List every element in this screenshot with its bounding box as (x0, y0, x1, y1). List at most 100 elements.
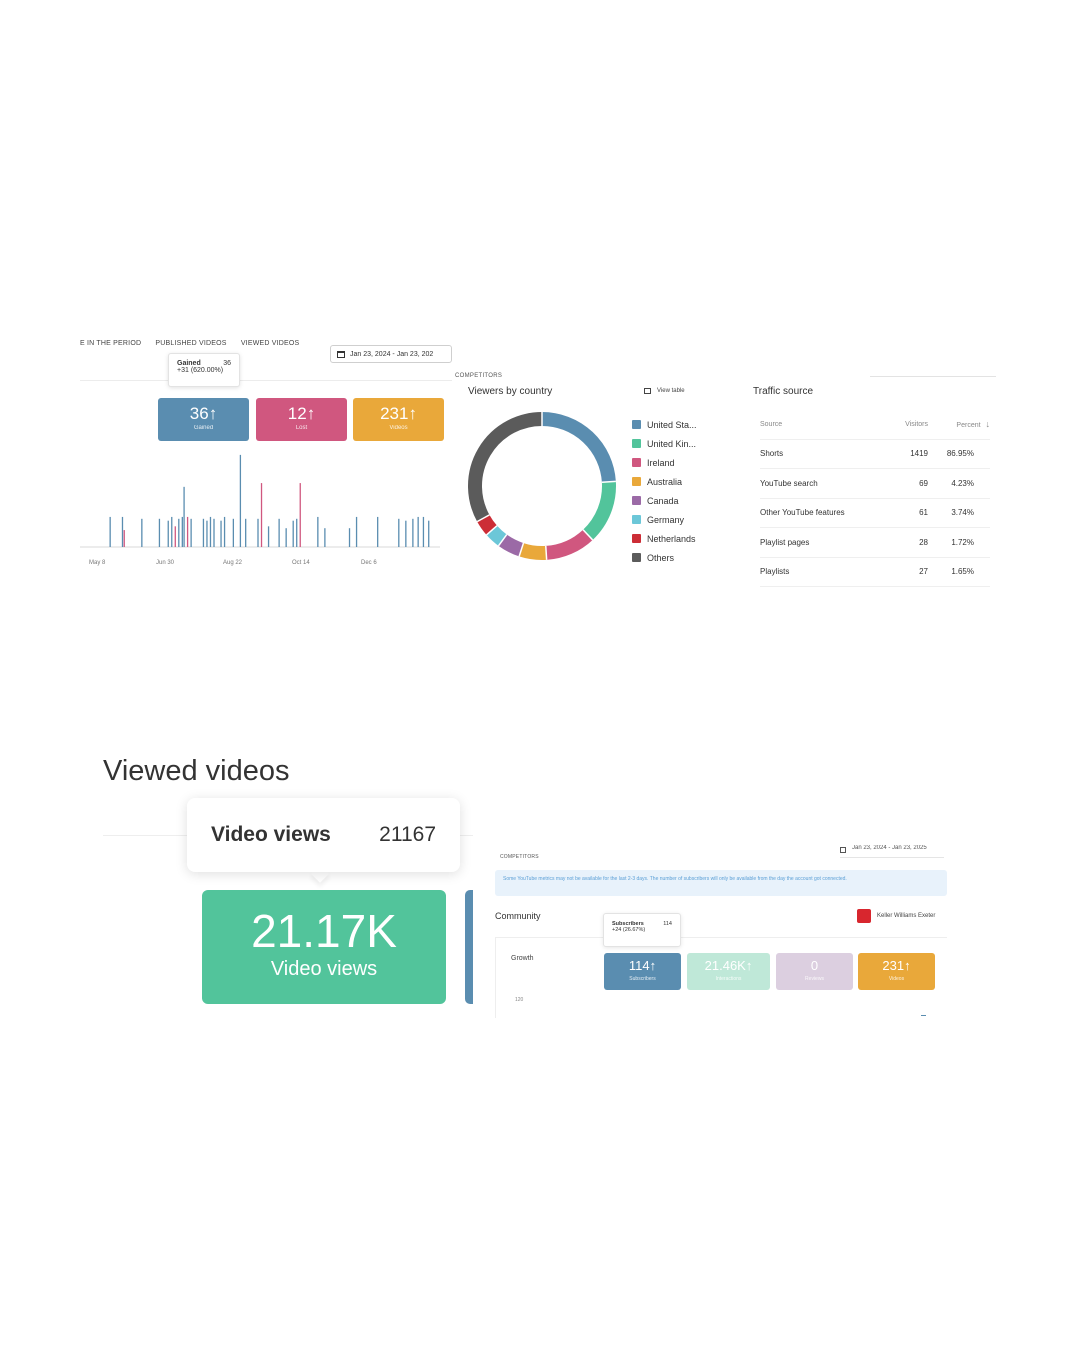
legend-item-uk[interactable]: United Kin... (632, 434, 697, 453)
arrow-up-icon: ↑ (649, 958, 657, 973)
row-visitors: 69 (919, 478, 928, 488)
videos-tile[interactable]: 231↑ Videos (353, 398, 444, 441)
date-range-text: Jan 23, 2024 - Jan 23, 2025 (852, 845, 927, 851)
row-percent: 1.65% (951, 567, 974, 577)
donut-slice[interactable] (541, 412, 616, 483)
donut-separator (518, 542, 525, 557)
reviews-tile[interactable]: 0 Reviews (776, 953, 853, 990)
x-tick-label: Jun 30 (156, 560, 175, 566)
lost-label: Lost (295, 425, 308, 431)
donut-slice[interactable] (468, 412, 543, 522)
lost-tile[interactable]: 12↑ Lost (256, 398, 347, 441)
tab-published-videos[interactable]: PUBLISHED VIDEOS (155, 340, 227, 347)
growth-label: Growth (511, 955, 534, 962)
interactions-tile[interactable]: 21.46K↑ Interactions (687, 953, 770, 990)
donut-slice[interactable] (486, 525, 507, 546)
account-selector[interactable]: Keller Williams Exeter (857, 909, 935, 923)
competitors-label: COMPETITORS (455, 373, 503, 379)
row-visitors: 1419 (910, 449, 928, 459)
gained-tooltip: Gained 36 +31 (620.00%) (168, 353, 240, 387)
gained-tile[interactable]: 36↑ Gained (158, 398, 249, 441)
metrics-notice: Some YouTube metrics may not be availabl… (495, 870, 947, 896)
donut-slice[interactable] (582, 481, 616, 540)
tooltip-value: 36 (223, 360, 231, 367)
donut-separator (497, 534, 508, 547)
country-legend: United Sta... United Kin... Ireland Aust… (632, 415, 697, 567)
gained-label: Gained (193, 425, 214, 431)
legend-swatch (632, 496, 641, 505)
lost-value: 12 (287, 404, 307, 423)
legend-swatch (632, 439, 641, 448)
table-header: Source Visitors Percent ↓ (760, 410, 990, 440)
row-visitors: 27 (919, 567, 928, 577)
legend-item-others[interactable]: Others (632, 548, 697, 567)
donut-slice[interactable] (477, 514, 498, 535)
tooltip-label: Subscribers (612, 921, 644, 927)
col-percent-label: Percent (956, 422, 981, 430)
table-icon (644, 388, 651, 394)
legend-item-ireland[interactable]: Ireland (632, 453, 697, 472)
traffic-source-title: Traffic source (753, 386, 814, 397)
date-range-picker[interactable]: Jan 23, 2024 - Jan 23, 202 (330, 345, 452, 363)
competitors-label: COMPETITORS (500, 854, 539, 860)
row-source: Shorts (760, 449, 784, 459)
col-source[interactable]: Source (760, 420, 783, 428)
gained-value: 36 (189, 404, 209, 423)
donut-slice[interactable] (498, 534, 524, 557)
donut-separator (476, 514, 490, 523)
legend-label: Australia (647, 476, 683, 487)
tooltip-label: Gained (177, 360, 201, 367)
period-tabs: E IN THE PERIOD PUBLISHED VIDEOS VIEWED … (80, 340, 311, 347)
subscribers-label: Subscribers (629, 976, 656, 982)
arrow-up-icon: ↑ (745, 958, 753, 973)
col-percent[interactable]: Percent ↓ (928, 419, 990, 429)
videos-tile[interactable]: 231↑ Videos (858, 953, 935, 990)
legend-label: United Sta... (647, 419, 697, 430)
interactions-label: Interactions (715, 976, 742, 982)
table-row: YouTube search 69 4.23% (760, 469, 990, 499)
row-source: YouTube search (760, 478, 818, 488)
col-visitors[interactable]: Visitors (905, 420, 928, 428)
tab-in-period[interactable]: E IN THE PERIOD (80, 340, 142, 347)
arrow-up-icon: ↑ (306, 404, 316, 423)
view-table-button[interactable]: View table (644, 388, 685, 394)
video-views-tile[interactable]: 21.17K Video views (202, 890, 446, 1004)
row-percent: 86.95% (946, 449, 974, 459)
legend-label: Canada (647, 495, 679, 506)
legend-swatch (632, 515, 641, 524)
legend-swatch (632, 534, 641, 543)
legend-label: Netherlands (647, 533, 696, 544)
video-views-tooltip: Video views 21167 (187, 798, 460, 872)
community-title: Community (495, 911, 541, 921)
legend-swatch (632, 553, 641, 562)
donut-slice[interactable] (519, 542, 547, 560)
viewers-by-country-title: Viewers by country (468, 386, 553, 397)
legend-item-australia[interactable]: Australia (632, 472, 697, 491)
table-row: Other YouTube features 61 3.74% (760, 499, 990, 528)
row-visitors: 61 (919, 508, 928, 518)
row-visitors: 28 (919, 537, 928, 547)
videos-label: Videos (888, 976, 905, 982)
x-tick-label: Dec 6 (361, 560, 377, 566)
legend-item-us[interactable]: United Sta... (632, 415, 697, 434)
traffic-source-table: Source Visitors Percent ↓ Shorts 1419 86.9… (760, 410, 990, 587)
table-row: Playlists 27 1.65% (760, 558, 990, 587)
tooltip-change: +24 (26.67%) (612, 927, 646, 933)
legend-item-canada[interactable]: Canada (632, 491, 697, 510)
x-tick-label: Oct 14 (292, 560, 310, 566)
community-date-range[interactable]: Jan 23, 2024 - Jan 23, 2025 (840, 845, 944, 858)
reviews-label: Reviews (805, 976, 824, 982)
donut-slice[interactable] (545, 529, 593, 560)
donut-separator (601, 480, 616, 483)
next-tile-edge[interactable] (465, 890, 473, 1004)
legend-item-germany[interactable]: Germany (632, 510, 697, 529)
tab-viewed-videos[interactable]: VIEWED VIDEOS (240, 340, 300, 347)
account-name: Keller Williams Exeter (877, 913, 936, 919)
growth-bar-chart: May 8 Jun 30 Aug 22 Oct 14 Dec 6 (80, 454, 440, 566)
legend-item-netherlands[interactable]: Netherlands (632, 529, 697, 548)
viewers-donut-chart (468, 412, 616, 560)
legend-swatch (632, 420, 641, 429)
account-logo-icon (857, 909, 871, 923)
subscribers-tile[interactable]: 114↑ Subscribers (604, 953, 681, 990)
viewed-videos-heading: Viewed videos (103, 755, 290, 787)
